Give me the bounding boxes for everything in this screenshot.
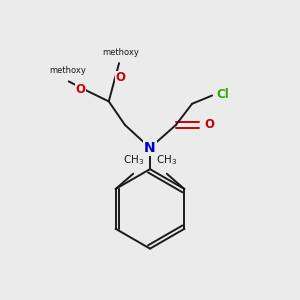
- Text: N: N: [144, 141, 156, 155]
- Text: O: O: [204, 118, 214, 131]
- Text: O: O: [115, 71, 125, 84]
- Text: Cl: Cl: [216, 88, 229, 100]
- Text: O: O: [75, 83, 85, 96]
- Text: CH$_3$: CH$_3$: [123, 153, 144, 167]
- Text: methoxy: methoxy: [49, 66, 86, 75]
- Text: CH$_3$: CH$_3$: [156, 153, 177, 167]
- Text: methoxy: methoxy: [102, 48, 139, 57]
